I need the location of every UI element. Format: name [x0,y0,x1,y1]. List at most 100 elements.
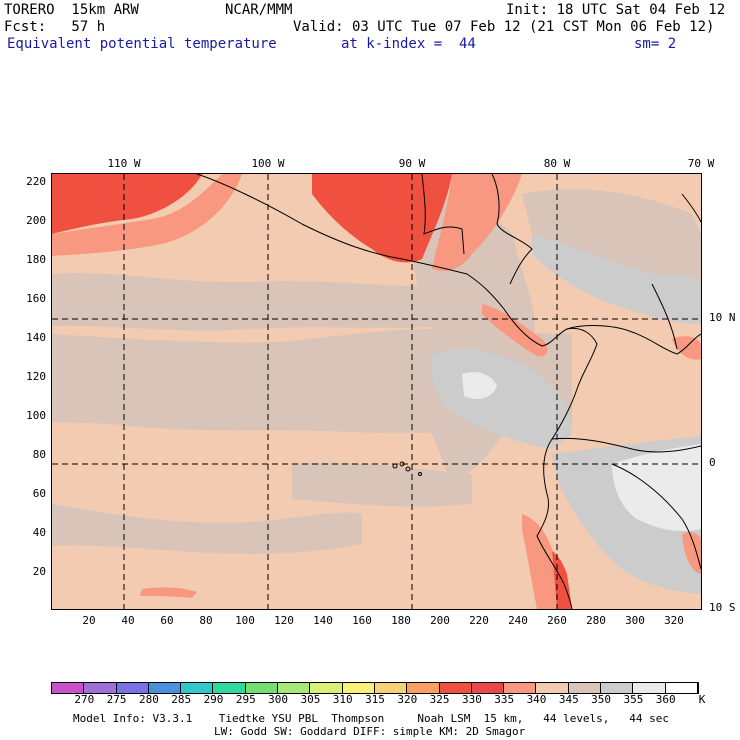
colorbar-swatch [633,683,666,693]
verylight-patch [462,372,497,399]
y-tick-160: 160 [26,292,46,305]
verylight-amazon [612,444,701,531]
salmon-peru [522,514,557,609]
salmon-central-america [432,174,522,271]
lon-label-90w: 90 W [398,157,426,170]
colorbar-swatch [374,683,408,693]
colorbar-swatch [665,683,698,693]
colorbar-swatch [342,683,375,693]
colorbar-label: 275 [106,693,127,706]
x-tick-60: 60 [160,614,174,627]
lon-label-100w: 100 W [251,157,285,170]
red-northwest-edge [52,174,202,234]
level-info: at k-index = 44 [341,36,476,52]
colorbar-label: 285 [171,693,192,706]
init-time: Init: 18 UTC Sat 04 Feb 12 [506,2,726,18]
colorbar-swatch [471,683,505,693]
field-name: Equivalent potential temperature [7,36,277,52]
colorbar-swatch [601,683,634,693]
x-tick-120: 120 [274,614,294,627]
theta-e-map [51,173,702,610]
x-tick-220: 220 [469,614,489,627]
colorbar-label: 325 [429,693,450,706]
colorbar-swatch [84,683,117,693]
colorbar-swatch [116,683,149,693]
y-tick-80: 80 [32,448,46,461]
colorbar-swatch [536,683,569,693]
salmon-northwest [52,174,242,256]
x-tick-140: 140 [313,614,333,627]
model-info-line2: LW: Godd SW: Goddard DIFF: simple KM: 2D… [214,725,526,738]
forecast-hour: Fcst: 57 h [4,19,106,35]
colorbar-label: 335 [494,693,515,706]
colorbar-label: 300 [268,693,289,706]
colorbar-swatch [504,683,537,693]
colorbar-label: 290 [203,693,224,706]
colorbar-swatch [181,683,214,693]
red-mexico-guatemala [312,174,452,263]
model-info-line1: Model Info: V3.3.1 Tiedtke YSU PBL Thomp… [73,712,670,725]
colorbar-unit: K [698,693,706,706]
colorbar-swatch [439,683,472,693]
lat-label-10s: 10 S [709,601,736,614]
smoothing-info: sm= 2 [634,36,677,52]
colorbar-label: 315 [365,693,385,706]
x-tick-300: 300 [625,614,645,627]
x-tick-20: 20 [82,614,96,627]
y-tick-20: 20 [32,565,46,578]
y-tick-40: 40 [32,526,46,539]
salmon-streak [140,587,197,598]
grey-band-north [52,272,472,331]
colorbar-label: 270 [74,693,95,706]
lon-label-80w: 80 W [543,157,571,170]
lat-label-0: 0 [709,456,716,469]
model-name: TORERO 15km ARW [4,2,139,18]
y-tick-220: 220 [26,175,46,188]
y-tick-100: 100 [26,409,46,422]
x-tick-80: 80 [199,614,213,627]
x-tick-260: 260 [547,614,567,627]
colorbar-label: 345 [558,693,579,706]
colorbar-label: 350 [591,693,612,706]
colorbar-swatch [148,683,182,693]
colorbar-label: 340 [526,693,547,706]
x-tick-320: 320 [664,614,684,627]
lon-label-70w: 70 W [687,157,715,170]
colorbar-swatch [407,683,440,693]
grey-band-south-center [292,462,472,507]
y-tick-60: 60 [32,487,46,500]
lat-label-10n: 10 N [709,311,736,324]
colorbar-label: 360 [655,693,676,706]
y-tick-180: 180 [26,253,46,266]
salmon-southeast-edge [682,531,701,574]
y-tick-120: 120 [26,370,46,383]
x-tick-40: 40 [121,614,135,627]
colorbar-label: 320 [397,693,418,706]
x-tick-160: 160 [352,614,372,627]
colorbar-swatch [310,683,343,693]
grey-band-southwest [52,504,362,554]
lon-label-110w: 110 W [107,157,141,170]
y-tick-140: 140 [26,331,46,344]
colorbar-swatch [568,683,602,693]
colorbar-label: 280 [138,693,159,706]
colorbar-swatch [213,683,246,693]
colorbar [51,682,699,694]
galapagos-islands [392,461,422,476]
x-tick-240: 240 [508,614,528,627]
latlon-grid [52,174,701,609]
x-tick-280: 280 [586,614,606,627]
colorbar-label: 355 [623,693,644,706]
salmon-costa-rica [482,304,548,357]
coastlines [196,174,701,609]
y-tick-200: 200 [26,214,46,227]
x-tick-180: 180 [391,614,411,627]
colorbar-label: 295 [235,693,256,706]
salmon-colombia-edge [672,336,701,360]
colorbar-swatch [278,683,311,693]
x-tick-200: 200 [430,614,450,627]
colorbar-label: 330 [461,693,482,706]
center-name: NCAR/MMM [225,2,293,18]
colorbar-label: 310 [332,693,353,706]
x-tick-100: 100 [235,614,255,627]
